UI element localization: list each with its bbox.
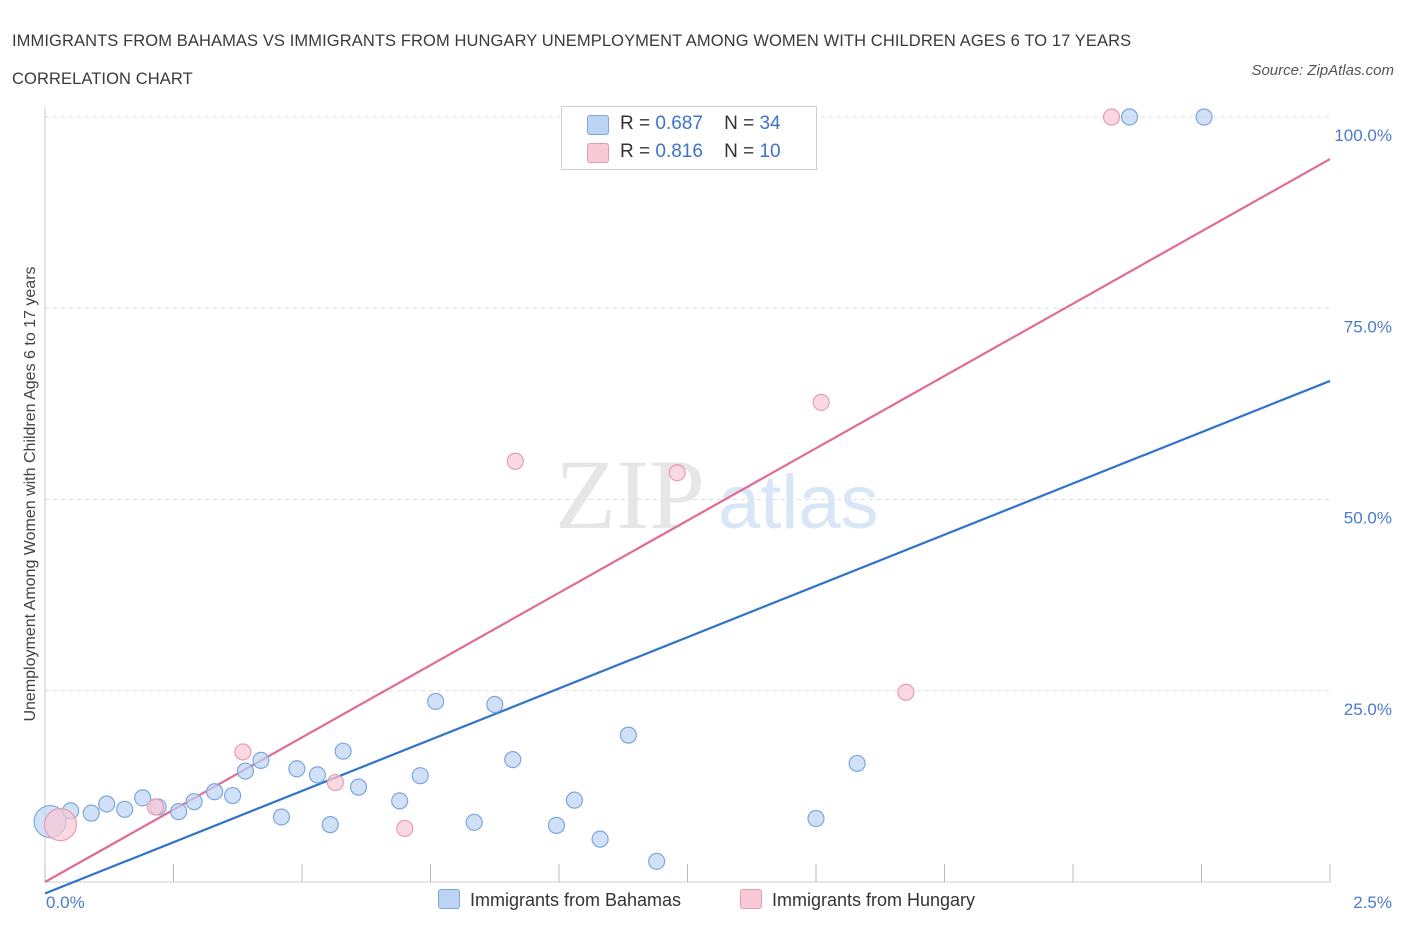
point-bahamas (619, 726, 637, 744)
axes (44, 107, 1331, 883)
point-bahamas (224, 786, 242, 805)
legend-n-value-hungary: 10 (759, 141, 781, 162)
data-points (33, 108, 1213, 870)
point-bahamas (391, 792, 409, 810)
point-bahamas (272, 808, 291, 826)
y-tick-label: 25.0% (1344, 700, 1392, 719)
legend-swatch-hungary (587, 143, 609, 163)
trend-line-bahamas (44, 379, 1331, 895)
point-hungary (812, 393, 830, 411)
point-hungary (396, 819, 414, 838)
point-hungary (326, 773, 345, 792)
legend-r-label: R = (620, 141, 651, 162)
legend-n-label: N = (724, 141, 755, 162)
point-bahamas (134, 789, 152, 807)
point-bahamas (547, 816, 566, 834)
point-bahamas (185, 793, 203, 811)
bottom-swatch-bahamas (438, 889, 460, 909)
y-tick-label: 100.0% (1334, 126, 1392, 145)
chart-title: IMMIGRANTS FROM BAHAMAS VS IMMIGRANTS FR… (12, 32, 1132, 88)
point-bahamas (98, 795, 116, 813)
y-tick-label: 50.0% (1344, 509, 1392, 528)
point-hungary (1102, 108, 1121, 126)
bottom-legend-bahamas: Immigrants from Bahamas (438, 889, 681, 911)
legend-r-value-hungary: 0.816 (655, 141, 703, 162)
point-bahamas (504, 750, 522, 769)
bottom-legend-label-hungary: Immigrants from Hungary (772, 890, 976, 910)
point-bahamas (321, 816, 339, 834)
bottom-legend-hungary: Immigrants from Hungary (740, 889, 975, 911)
point-bahamas (565, 791, 584, 809)
point-bahamas (807, 809, 825, 828)
point-hungary (146, 798, 165, 816)
legend-swatch-bahamas (587, 115, 609, 135)
legend-r-value-bahamas: 0.687 (655, 113, 703, 134)
point-hungary (234, 743, 252, 761)
point-bahamas (465, 813, 483, 831)
watermark-zip: ZIP (555, 439, 705, 550)
bottom-swatch-hungary (740, 889, 762, 909)
point-bahamas (288, 760, 306, 778)
legend-n-value-bahamas: 34 (759, 113, 781, 134)
legend-n-label: N = (724, 113, 755, 134)
bottom-legend-label-bahamas: Immigrants from Bahamas (470, 890, 682, 910)
point-bahamas (252, 751, 270, 769)
point-bahamas (308, 766, 327, 784)
point-bahamas (591, 830, 609, 848)
x-tick-label: 0.0% (46, 893, 85, 912)
y-axis-label: Unemployment Among Women with Children A… (22, 266, 39, 721)
point-bahamas (1195, 108, 1213, 126)
point-bahamas (170, 803, 188, 821)
watermark-atlas: atlas (718, 460, 879, 545)
legend-r-label: R = (620, 113, 651, 134)
point-bahamas (236, 762, 255, 780)
point-bahamas (206, 783, 224, 801)
tick-labels: 25.0% 50.0% 75.0% 100.0% 0.0% 2.5% (46, 126, 1392, 912)
x-tick-label: 2.5% (1353, 893, 1392, 912)
point-hungary (506, 452, 524, 470)
point-hungary (897, 683, 915, 701)
point-bahamas (334, 742, 352, 760)
point-bahamas (82, 804, 100, 822)
point-bahamas (116, 800, 134, 818)
correlation-legend: R = 0.687 N = 34 R = 0.816 N = 10 (561, 106, 817, 170)
point-bahamas (411, 767, 429, 785)
source-label: Source: ZipAtlas.com (1251, 62, 1394, 79)
point-bahamas (349, 778, 368, 796)
point-hungary (668, 464, 686, 482)
y-tick-label: 75.0% (1344, 317, 1392, 336)
point-bahamas (486, 695, 504, 714)
point-bahamas (848, 754, 866, 773)
point-hungary (43, 808, 78, 842)
grid-lines (45, 116, 1330, 692)
point-bahamas (648, 852, 666, 870)
point-bahamas (1120, 108, 1139, 126)
point-bahamas (427, 692, 445, 711)
